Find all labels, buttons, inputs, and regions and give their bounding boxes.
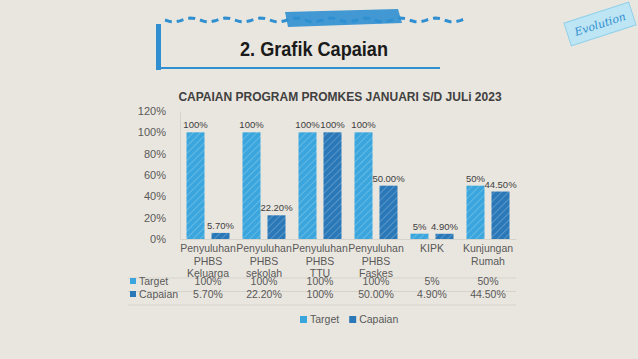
y-tick: 100% [138,126,180,138]
table-cell: 100% [363,275,390,287]
y-tick-label: 20% [144,212,166,224]
bar [492,192,510,239]
accent-bar [156,24,161,70]
legend-label: Capaian [359,313,398,325]
x-tick: KunjunganRumah [463,239,513,267]
badge: Evolution [564,2,636,46]
y-tick-label: 0% [150,233,166,245]
y-tick: 20% [144,212,180,224]
table-cell: 50.00% [358,288,394,300]
x-tick: PenyuluhanPHBSTTU [292,239,348,279]
table-row-header: Target [139,275,168,287]
x-tick-label: KunjunganRumah [463,242,513,266]
data-label: 50.00% [372,173,405,184]
bar [355,132,373,239]
bar [243,132,261,239]
table-cell: 100% [307,288,334,300]
data-label: 50% [466,173,486,184]
legend-swatch [300,316,307,323]
data-label: 100% [320,119,345,130]
header-decoration [156,9,465,70]
data-label: 100% [239,119,264,130]
table-key [130,291,136,297]
data-labels: 100%100%100%100%5%50%5.70%22.20%100%50.0… [183,119,517,231]
y-tick-label: 40% [144,190,166,202]
bar [380,186,398,239]
data-label: 100% [183,119,208,130]
data-label: 5% [413,221,427,232]
table-cell: 100% [307,275,334,287]
bar [411,234,429,239]
table-key [130,278,136,284]
y-tick: 120% [138,105,180,117]
table-cell: 4.90% [417,288,447,300]
legend-item: Capaian [349,313,398,325]
table-cell: 100% [195,275,222,287]
x-axis: PenyuluhanPHBSKeluargaPenyuluhanPHBSseko… [180,239,516,279]
table-cell: 100% [251,275,278,287]
underline [161,67,440,69]
chart-title: CAPAIAN PROGRAM PROMKES JANUARI S/D JULi… [178,90,501,104]
y-tick-label: 120% [138,105,166,117]
x-axis-line [181,239,517,240]
table-line [128,305,516,306]
x-tick-label: PenyuluhanPHBSTTU [292,242,348,278]
data-label: 100% [351,119,376,130]
y-tick: 40% [144,190,180,202]
background [0,0,638,359]
bars [187,132,510,239]
x-tick-label: PenyuluhanPHBSFaskes [348,242,404,278]
y-tick: 60% [144,169,180,181]
y-tick-label: 80% [144,148,166,160]
y-tick-label: 60% [144,169,166,181]
data-label: 22.20% [260,202,293,213]
legend-item: Target [300,313,339,325]
data-table: Target100%100%100%100%5%50%Capaian5.70%2… [128,275,516,305]
bar [212,233,230,239]
bar [436,234,454,239]
table-cell: 5% [424,275,439,287]
data-label: 100% [295,119,320,130]
tape [285,9,402,27]
badge-box [564,2,636,46]
x-tick-label: PenyuluhanPHBSKeluarga [180,242,236,278]
y-tick: 0% [150,233,180,245]
legend-swatch [349,316,356,323]
legend-label: Target [310,313,339,325]
y-tick: 80% [144,148,180,160]
table-row-header: Capaian [139,288,178,300]
data-label: 44.50% [484,179,517,190]
y-axis: 0% 20% 40% 60% 80% 100% 120% [138,105,181,245]
table-cell: 44.50% [470,288,506,300]
x-tick: PenyuluhanPHBSKeluarga [180,239,236,279]
y-tick-label: 100% [138,126,166,138]
x-tick: PenyuluhanPHBSFaskes [348,239,404,279]
x-tick: PenyuluhanPHBSsekolah [236,239,292,279]
bar [467,186,485,239]
x-tick-label: KIPK [420,242,444,254]
table-cell: 50% [477,275,498,287]
badge-text: Evolution [572,10,627,39]
x-tick: KIPK [420,239,444,254]
slide: 2. Grafik Capaian Evolution CAPAIAN PROGRA… [0,0,638,359]
bar [187,132,205,239]
table-cell: 5.70% [193,288,223,300]
bar [268,215,286,239]
data-label: 4.90% [431,221,458,232]
legend: Target Capaian [300,313,398,325]
bar [324,132,342,239]
data-label: 5.70% [207,220,234,231]
table-cell: 22.20% [246,288,282,300]
x-tick-label: PenyuluhanPHBSsekolah [236,242,292,278]
y-axis-line [180,112,181,240]
heading: 2. Grafik Capaian [240,37,388,60]
bar [299,132,317,239]
